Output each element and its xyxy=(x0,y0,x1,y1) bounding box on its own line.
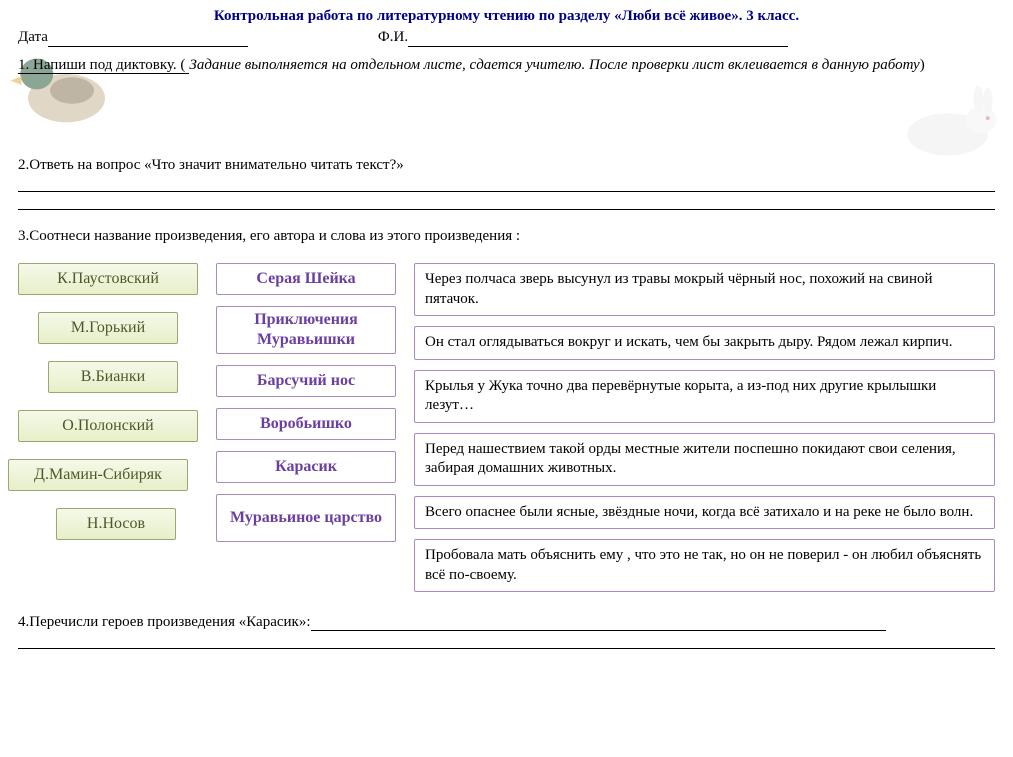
task4-blank-inline[interactable] xyxy=(311,617,886,631)
task1-italic: Задание выполняется на отдельном листе, … xyxy=(189,57,919,73)
task-1: 1. Напиши под диктовку. (Задание выполня… xyxy=(18,57,995,74)
authors-column: К.Паустовский М.Горький В.Бианки О.Полон… xyxy=(18,263,198,592)
author-box-paustovsky[interactable]: К.Паустовский xyxy=(18,263,198,295)
task1-num: 1. xyxy=(18,57,29,73)
quote-box-5[interactable]: Всего опаснее были ясные, звёздные ночи,… xyxy=(414,496,995,530)
work-box-muravinoe[interactable]: Муравьиное царство xyxy=(216,494,396,542)
quote-box-2[interactable]: Он стал оглядываться вокруг и искать, че… xyxy=(414,326,995,360)
task4-blank-2[interactable] xyxy=(18,633,995,649)
work-box-vorobishko[interactable]: Воробьишко xyxy=(216,408,396,440)
task-3: 3.Соотнеси название произведения, его ав… xyxy=(18,228,995,245)
work-box-karasik[interactable]: Карасик xyxy=(216,451,396,483)
task-4: 4.Перечисли героев произведения «Карасик… xyxy=(18,614,995,631)
author-box-polonsky[interactable]: О.Полонский xyxy=(18,410,198,442)
task2-blank-1[interactable] xyxy=(18,176,995,192)
meta-line: Дата Ф.И. xyxy=(18,29,995,47)
task2-blank-2[interactable] xyxy=(18,194,995,210)
task1-blank-area xyxy=(18,78,995,153)
date-label: Дата xyxy=(18,29,48,47)
task1-close: ) xyxy=(920,57,925,73)
work-box-seraya-sheyka[interactable]: Серая Шейка xyxy=(216,263,396,295)
works-column: Серая Шейка Приключения Муравьишки Барсу… xyxy=(216,263,396,592)
quote-box-1[interactable]: Через полчаса зверь высунул из травы мок… xyxy=(414,263,995,316)
quote-box-4[interactable]: Перед нашествием такой орды местные жите… xyxy=(414,433,995,486)
page-title: Контрольная работа по литературному чтен… xyxy=(18,8,995,25)
author-box-nosov[interactable]: Н.Носов xyxy=(56,508,176,540)
task4-text: 4.Перечисли героев произведения «Карасик… xyxy=(18,614,311,630)
quote-box-6[interactable]: Пробовала мать объяснить ему , что это н… xyxy=(414,539,995,592)
author-box-gorky[interactable]: М.Горький xyxy=(38,312,178,344)
work-box-priklucheniya[interactable]: Приключения Муравьишки xyxy=(216,306,396,354)
author-box-bianki[interactable]: В.Бианки xyxy=(48,361,178,393)
work-box-barsuchiy-nos[interactable]: Барсучий нос xyxy=(216,365,396,397)
name-label: Ф.И. xyxy=(378,29,408,47)
task-2: 2.Ответь на вопрос «Что значит вниматель… xyxy=(18,157,995,174)
author-box-mamin-sibiryak[interactable]: Д.Мамин-Сибиряк xyxy=(8,459,188,491)
name-blank[interactable] xyxy=(408,29,788,47)
quotes-column: Через полчаса зверь высунул из травы мок… xyxy=(414,263,995,592)
task1-plain: Напиши под диктовку. ( xyxy=(33,57,185,73)
date-blank[interactable] xyxy=(48,29,248,47)
quote-box-3[interactable]: Крылья у Жука точно два перевёрнутые кор… xyxy=(414,370,995,423)
matching-area: К.Паустовский М.Горький В.Бианки О.Полон… xyxy=(18,263,995,592)
